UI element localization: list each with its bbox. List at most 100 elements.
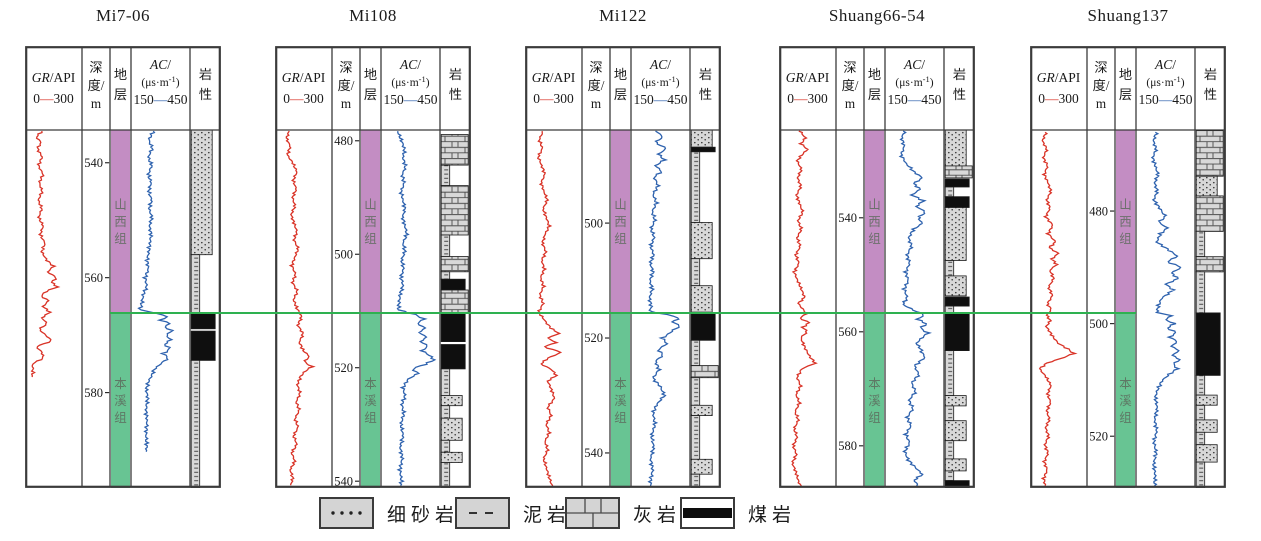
lith-mud bbox=[690, 415, 701, 460]
ac-track-range: 150—450 bbox=[384, 92, 438, 107]
svg-text:西: 西 bbox=[614, 215, 627, 229]
gr-track-range: 0—300 bbox=[1038, 91, 1079, 106]
depth-tick-label: 540 bbox=[838, 211, 857, 225]
lith-lime bbox=[1195, 195, 1224, 232]
lith-mud bbox=[944, 405, 955, 422]
depth-track-title: m bbox=[1096, 96, 1107, 111]
formation-band-shanxi bbox=[1116, 130, 1135, 313]
ac-track-title: AC/ bbox=[1154, 57, 1176, 72]
well-title-shuang137: Shuang137 bbox=[1087, 6, 1169, 25]
formation-band-benxi bbox=[1116, 312, 1135, 488]
lith-track-title: 岩 bbox=[699, 67, 712, 82]
lith-track-title: 性 bbox=[953, 87, 966, 102]
formation-band-benxi bbox=[865, 312, 884, 488]
lith-coal bbox=[690, 146, 716, 153]
ac-track-range: 150—450 bbox=[1139, 92, 1193, 107]
lith-mud bbox=[1195, 271, 1206, 314]
lith-mud bbox=[690, 473, 701, 488]
depth-track-title: 深 bbox=[89, 60, 102, 75]
strat-track-title: 层 bbox=[1119, 87, 1132, 102]
ac-track-title: AC/ bbox=[149, 57, 171, 72]
ac-track-unit: (μs·m-1) bbox=[1146, 74, 1184, 89]
ac-track-title: AC/ bbox=[649, 57, 671, 72]
svg-text:本: 本 bbox=[364, 377, 377, 391]
formation-label-shanxi: 山西组 bbox=[364, 198, 377, 246]
ac-track-title: AC/ bbox=[399, 57, 421, 72]
panel-grid bbox=[779, 46, 975, 488]
lith-track-title: 性 bbox=[699, 87, 712, 102]
lith-mud bbox=[1195, 404, 1206, 421]
lith-sand bbox=[690, 222, 713, 260]
lith-mud bbox=[440, 405, 451, 419]
formation-label-shanxi: 山西组 bbox=[614, 198, 627, 246]
lith-mud bbox=[1195, 230, 1206, 258]
depth-tick-label: 480 bbox=[334, 134, 353, 148]
lith-sand bbox=[1195, 394, 1218, 406]
gr-curve bbox=[30, 131, 61, 378]
lith-track-title: 岩 bbox=[953, 67, 966, 82]
ac-track-unit: (μs·m-1) bbox=[391, 74, 429, 89]
depth-track-title: 度/ bbox=[588, 78, 605, 93]
ac-curve bbox=[1150, 131, 1182, 487]
lith-track-title: 岩 bbox=[1204, 67, 1217, 82]
svg-text:本: 本 bbox=[1119, 377, 1132, 391]
depth-track-title: 深 bbox=[843, 60, 856, 75]
strat-track-title: 地 bbox=[868, 67, 881, 82]
svg-text:组: 组 bbox=[614, 411, 627, 425]
legend-swatch-mud bbox=[455, 497, 510, 529]
depth-ticks: 480 500 520 bbox=[1089, 204, 1115, 443]
lith-sand bbox=[1195, 419, 1218, 433]
svg-text:组: 组 bbox=[868, 232, 881, 246]
lith-mud bbox=[944, 186, 955, 198]
gr-track-range: 0—300 bbox=[283, 91, 324, 106]
well-title-mi108: Mi108 bbox=[349, 6, 397, 25]
strat-track-title: 层 bbox=[114, 87, 127, 102]
lith-coal bbox=[944, 296, 970, 307]
depth-tick-label: 580 bbox=[838, 439, 857, 453]
lithology-column bbox=[440, 134, 469, 488]
formation-band-benxi bbox=[611, 313, 630, 488]
lith-sand bbox=[440, 451, 463, 463]
formation-label-shanxi: 山西组 bbox=[1119, 198, 1132, 246]
lith-mud bbox=[690, 377, 701, 406]
svg-text:山: 山 bbox=[868, 198, 881, 212]
legend-item-mud: 泥岩 bbox=[455, 497, 571, 529]
lithology-column bbox=[690, 129, 719, 488]
lith-lime bbox=[1195, 256, 1224, 273]
panel-grid bbox=[1030, 46, 1226, 488]
svg-text:西: 西 bbox=[114, 215, 127, 229]
formation-band-shanxi bbox=[611, 130, 630, 314]
strat-track-title: 层 bbox=[868, 87, 881, 102]
lith-mud bbox=[944, 260, 955, 277]
panel-header: GR/API 0—300 深度/m地层 AC/ (μs·m-1) 150—450 岩性 bbox=[786, 57, 966, 111]
lith-mud bbox=[690, 151, 701, 223]
strat-track-title: 层 bbox=[614, 87, 627, 102]
legend-label: 灰岩 bbox=[633, 504, 682, 526]
well-panel-shuang66-54: 山西组本溪组540560580GR/API0—300深度/m地层AC/(μs·m… bbox=[779, 46, 975, 488]
ac-curve bbox=[396, 131, 437, 487]
lith-mud bbox=[1195, 431, 1206, 446]
legend-item-lime: 灰岩 bbox=[565, 497, 681, 529]
svg-text:溪: 溪 bbox=[868, 394, 881, 408]
lith-mud bbox=[440, 462, 451, 488]
depth-track-title: 深 bbox=[339, 60, 352, 75]
legend-swatch-lime bbox=[565, 497, 620, 529]
gr-curve bbox=[285, 130, 316, 486]
lith-mud bbox=[440, 164, 451, 186]
depth-track-title: 深 bbox=[1094, 60, 1107, 75]
well-panel-mi7-06: 山西组本溪组540560580GR/API0—300深度/m地层AC/(μs·m… bbox=[25, 46, 221, 488]
svg-text:溪: 溪 bbox=[364, 394, 377, 408]
correlation-line bbox=[110, 312, 1136, 314]
ac-track-unit: (μs·m-1) bbox=[895, 74, 933, 89]
svg-text:本: 本 bbox=[868, 377, 881, 391]
well-title-shuang66-54: Shuang66-54 bbox=[828, 6, 926, 25]
lith-mud bbox=[190, 254, 201, 314]
legend-item-sand: 细砂岩 bbox=[319, 497, 459, 529]
lith-sand bbox=[690, 404, 713, 416]
lith-sand bbox=[1195, 175, 1218, 197]
lith-sand bbox=[944, 420, 967, 442]
depth-tick-label: 580 bbox=[84, 386, 103, 400]
svg-text:西: 西 bbox=[1119, 215, 1132, 229]
lith-sand bbox=[944, 207, 967, 261]
lith-sand bbox=[690, 285, 713, 313]
